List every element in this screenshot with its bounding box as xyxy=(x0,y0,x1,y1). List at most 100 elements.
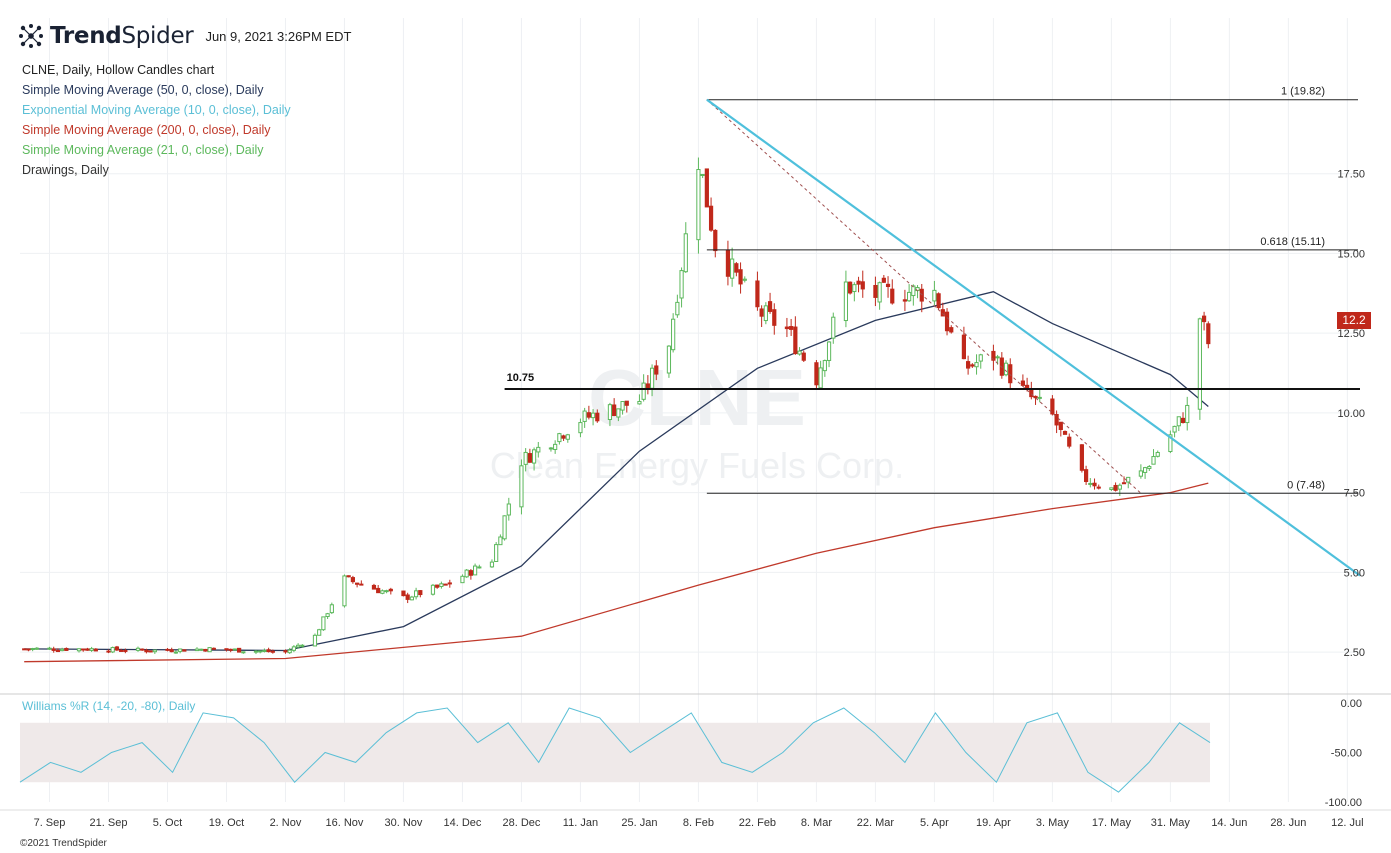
candle-up xyxy=(194,648,200,652)
legend-item-sma200[interactable]: Simple Moving Average (200, 0, close), D… xyxy=(22,123,271,137)
candle-up xyxy=(321,616,326,631)
candle-up xyxy=(173,651,179,654)
candle-down xyxy=(725,249,731,277)
candle-down xyxy=(123,649,128,652)
candle-down xyxy=(1079,444,1084,471)
trendspider-logo-icon xyxy=(19,24,43,48)
fib-level-label: 1 (19.82) xyxy=(1281,86,1325,98)
legend-item-drawings[interactable]: Drawings, Daily xyxy=(22,163,109,177)
candle-down xyxy=(738,269,743,285)
candle-down xyxy=(708,205,714,231)
x-tick-label: 14. Dec xyxy=(443,817,481,829)
x-tick-label: 22. Feb xyxy=(739,817,776,829)
candle-up xyxy=(978,354,983,362)
candle-down xyxy=(793,326,798,355)
candle-down xyxy=(612,404,617,417)
indicator-lines xyxy=(19,291,1211,793)
candle-up xyxy=(1168,434,1173,453)
x-tick-label: 3. May xyxy=(1036,817,1070,829)
candle-up xyxy=(342,575,347,607)
y-tick-label: 15.00 xyxy=(1337,248,1365,260)
y-tick-label: 7.50 xyxy=(1344,488,1365,500)
candle-down xyxy=(961,334,966,360)
candle-up xyxy=(199,648,204,651)
candle-up xyxy=(477,566,482,569)
candle-up xyxy=(110,647,115,653)
candle-down xyxy=(51,648,56,651)
candle-up xyxy=(582,410,587,422)
candle-down xyxy=(784,326,790,330)
candle-up xyxy=(47,647,52,650)
grid xyxy=(0,18,1391,811)
candle-down xyxy=(224,648,229,651)
candle-up xyxy=(700,173,705,176)
candle-down xyxy=(949,327,954,333)
indicator-tick-label: 0.00 xyxy=(1341,698,1362,710)
candle-down xyxy=(624,400,629,406)
legend-item-sma21[interactable]: Simple Moving Average (21, 0, close), Da… xyxy=(22,143,264,157)
candle-down xyxy=(789,326,794,330)
candle-down xyxy=(1121,482,1127,485)
x-tick-label: 2. Nov xyxy=(270,817,302,829)
x-tick-label: 14. Jun xyxy=(1211,817,1247,829)
candle-down xyxy=(991,350,996,361)
candle-up xyxy=(409,596,414,601)
candle-down xyxy=(1201,315,1207,323)
x-tick-label: 5. Apr xyxy=(920,817,949,829)
candle-down xyxy=(443,583,448,586)
candle-down xyxy=(283,650,288,653)
candle-up xyxy=(519,465,524,508)
candle-down xyxy=(970,364,975,367)
indicator-tick-label: -100.00 xyxy=(1325,797,1362,809)
candle-down xyxy=(81,648,86,651)
legend-item-ema10[interactable]: Exponential Moving Average (10, 0, close… xyxy=(22,103,291,117)
candle-down xyxy=(182,649,187,652)
candle-down xyxy=(26,648,31,651)
candle-down xyxy=(106,650,111,653)
candle-down xyxy=(881,277,886,283)
candle-down xyxy=(211,647,216,650)
last-price-badge: 12.2 xyxy=(1337,312,1371,329)
resistance-label: 10.75 xyxy=(507,372,535,384)
candle-up xyxy=(1197,318,1202,410)
candle-up xyxy=(60,648,65,652)
legend-item-chart[interactable]: CLNE, Daily, Hollow Candles chart xyxy=(22,63,215,77)
candle-up xyxy=(907,291,912,302)
candle-down xyxy=(85,648,90,651)
y-tick-label: 10.00 xyxy=(1337,408,1365,420)
candle-up xyxy=(852,284,857,293)
candle-up xyxy=(675,301,680,316)
candle-up xyxy=(932,289,937,302)
candle-up xyxy=(262,650,267,653)
candle-down xyxy=(966,361,971,369)
candle-down xyxy=(1096,486,1101,489)
candle-up xyxy=(590,412,596,419)
candle-up xyxy=(671,318,676,351)
x-tick-label: 28. Jun xyxy=(1270,817,1306,829)
candle-down xyxy=(1050,398,1055,415)
candle-down xyxy=(228,648,233,651)
candle-down xyxy=(814,362,819,386)
candle-down xyxy=(401,590,406,597)
candle-up xyxy=(296,644,301,648)
williams-label[interactable]: Williams %R (14, -20, -80), Daily xyxy=(22,699,196,713)
candle-up xyxy=(89,648,94,651)
candle-up xyxy=(565,434,570,440)
candle-up xyxy=(232,648,238,651)
candle-up xyxy=(464,569,469,578)
legend-item-sma50[interactable]: Simple Moving Average (50, 0, close), Da… xyxy=(22,83,264,97)
candle-down xyxy=(860,281,865,290)
candle-up xyxy=(380,590,385,594)
watermark: CLNE Clean Energy Fuels Corp. xyxy=(490,353,904,486)
sma200-line xyxy=(24,482,1209,663)
x-tick-label: 28. Dec xyxy=(502,817,540,829)
candle-down xyxy=(148,650,153,653)
candle-down xyxy=(119,649,124,652)
candle-down xyxy=(468,570,473,576)
candle-up xyxy=(536,446,541,453)
candle-up xyxy=(135,647,141,651)
candle-down xyxy=(405,594,410,600)
candle-up xyxy=(76,648,82,652)
x-tick-label: 11. Jan xyxy=(563,817,598,829)
